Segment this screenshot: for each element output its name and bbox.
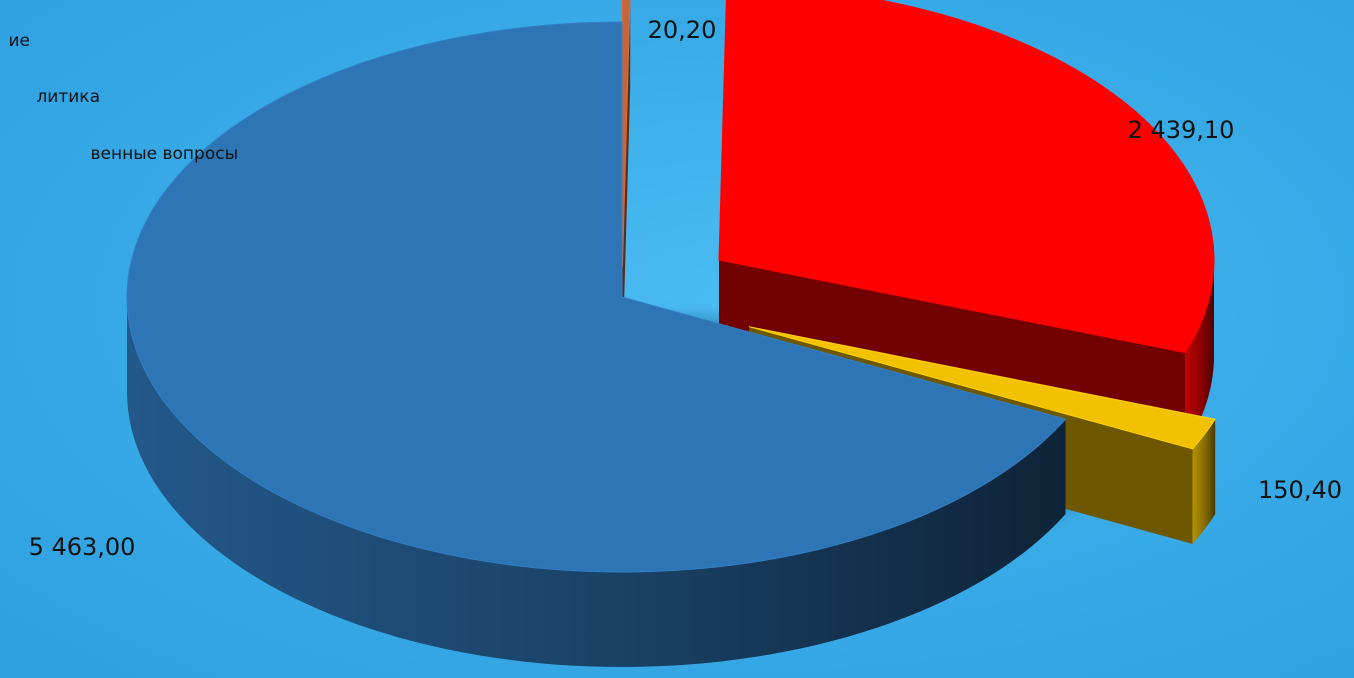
- pie-slice-4: [126, 21, 1067, 667]
- data-label-slice-1: 20,20: [647, 16, 717, 44]
- data-label-slice-4: 5 463,00: [28, 533, 136, 561]
- legend-item-2-label: литика: [36, 87, 100, 107]
- legend-item-3-label: венные вопросы: [90, 144, 239, 164]
- data-label-slice-2: 2 439,10: [1127, 116, 1235, 144]
- pie-slice-1: [621, 0, 631, 362]
- legend-item-3: венные вопросы: [91, 144, 239, 164]
- legend-item-1-label: ие: [8, 31, 30, 51]
- legend-item-1: ие: [8, 31, 30, 51]
- data-label-slice-3: 150,40: [1258, 476, 1342, 504]
- legend-item-2: литика: [36, 87, 100, 107]
